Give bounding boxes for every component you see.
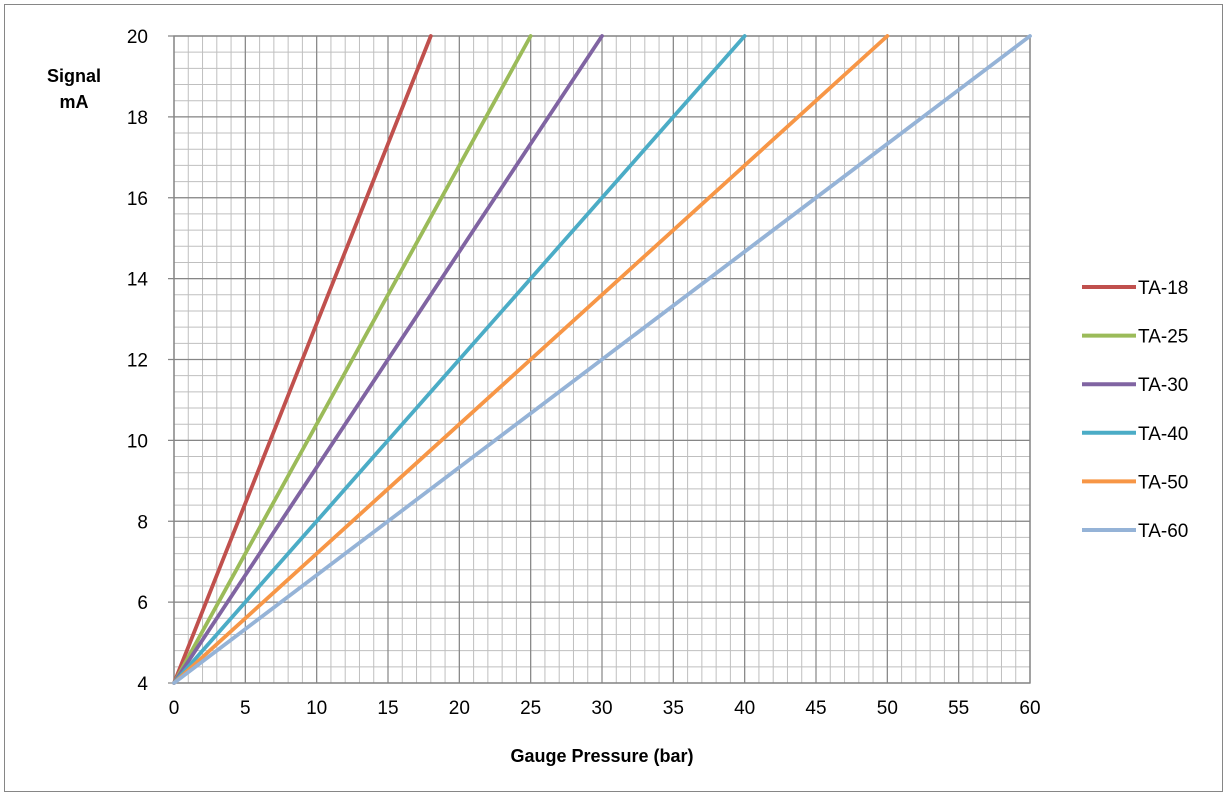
x-axis-title: Gauge Pressure (bar): [510, 746, 693, 766]
x-tick-labels: 0 5 10 15 20 25 30 35 40 45 50 55 60: [169, 698, 1041, 719]
legend-label-ta-40: TA-40: [1138, 424, 1188, 445]
series-line-ta-25: [172, 34, 533, 685]
series-line-ta-40: [172, 34, 747, 685]
series-line-ta-30: [172, 34, 604, 685]
y-tick-label: 16: [127, 189, 148, 210]
x-tick-label: 45: [805, 698, 826, 719]
x-tick-label: 35: [663, 698, 684, 719]
series-line-ta-50: [172, 34, 890, 685]
y-tick-label: 14: [127, 270, 149, 291]
x-tick-label: 30: [591, 698, 612, 719]
legend-label-ta-60: TA-60: [1138, 521, 1188, 542]
x-tick-label: 50: [877, 698, 898, 719]
x-tick-label: 10: [306, 698, 327, 719]
x-tick-label: 0: [169, 698, 180, 719]
y-tick-label: 8: [137, 512, 148, 533]
y-tick-label: 18: [127, 108, 148, 129]
legend: TA-18 TA-25 TA-30 TA-40 TA-50 TA-60: [1082, 278, 1188, 542]
y-tick-label: 20: [127, 27, 148, 48]
legend-label-ta-18: TA-18: [1138, 278, 1188, 299]
y-tick-label: 12: [127, 351, 148, 372]
y-axis-title-line-1: Signal: [47, 66, 101, 86]
series-line-ta-60: [172, 34, 1032, 685]
x-tick-label: 5: [240, 698, 251, 719]
x-tick-label: 15: [377, 698, 398, 719]
y-tick-label: 10: [127, 431, 148, 452]
y-tick-label: 6: [137, 593, 148, 614]
x-tick-label: 60: [1019, 698, 1040, 719]
series-line-ta-18: [172, 34, 433, 685]
y-tick-label: 4: [137, 674, 148, 695]
legend-label-ta-50: TA-50: [1138, 472, 1188, 493]
series-layer: [172, 34, 1032, 685]
y-tick-labels: 4 6 8 10 12 14 16 18 20: [127, 27, 149, 695]
x-tick-label: 20: [449, 698, 470, 719]
chart-frame: [4, 4, 1223, 792]
legend-label-ta-25: TA-25: [1138, 327, 1188, 348]
x-tick-label: 25: [520, 698, 541, 719]
x-tick-label: 40: [734, 698, 755, 719]
x-tick-label: 55: [948, 698, 969, 719]
legend-label-ta-30: TA-30: [1138, 375, 1188, 396]
y-axis-title-line-2: mA: [59, 92, 88, 112]
